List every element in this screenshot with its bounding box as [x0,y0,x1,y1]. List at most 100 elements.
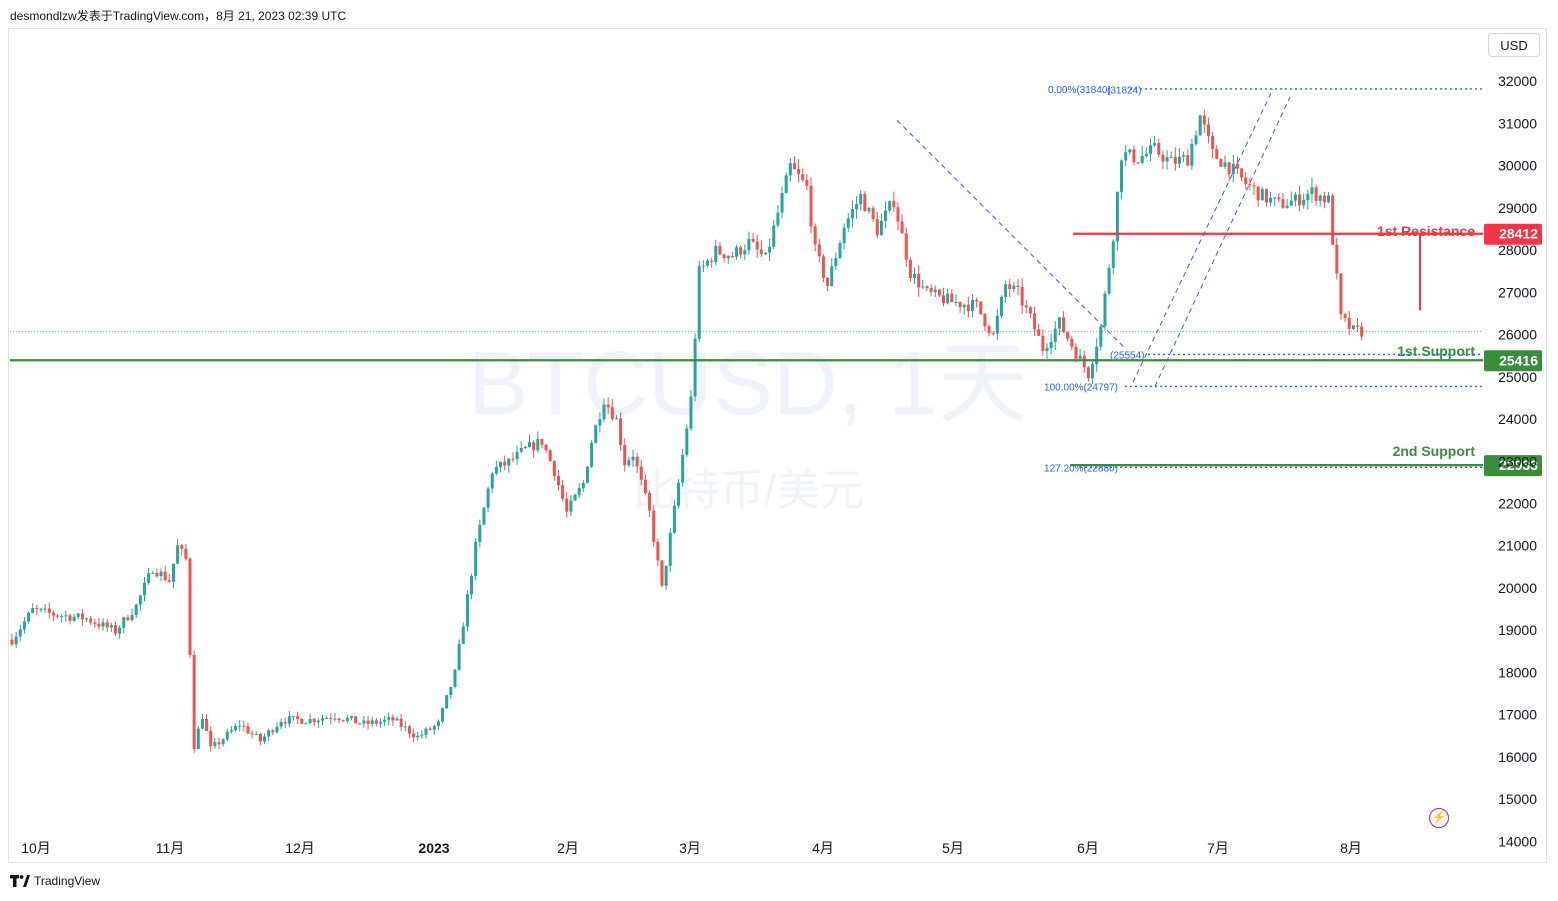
candle-body [540,438,544,445]
candle [846,213,850,232]
time-tick-label: 2023 [418,840,449,856]
candle [1194,130,1198,146]
candle [1086,366,1090,382]
candle-body [585,466,589,483]
candle-body [441,708,445,722]
candle [1351,325,1355,331]
candle-body [10,639,14,645]
lightning-icon[interactable]: ⚡ [1429,808,1449,828]
candle-body [556,475,560,486]
candle [904,227,908,267]
candle [1173,147,1177,171]
price-tick-label: 21000 [1498,538,1537,554]
candle-body [999,296,1003,316]
candle [1293,192,1297,207]
price-tick-label: 26000 [1498,327,1537,343]
tradingview-logo-icon [10,875,30,887]
candle [238,720,242,732]
candle-body [1062,317,1066,333]
candle [1078,348,1082,360]
candle-body [221,739,225,745]
candle-body [449,687,453,696]
candle-body [581,482,585,489]
time-tick-label: 6月 [1077,840,1099,856]
candle [1165,150,1169,170]
candle [250,730,254,739]
candle [867,207,871,214]
candle-body [1053,328,1057,343]
currency-button[interactable]: USD [1488,33,1540,57]
candle-body [312,718,316,723]
candle-body [838,243,842,259]
candle-body [797,169,801,175]
candle [577,483,581,499]
candle-body [89,618,93,623]
candle-body [403,726,407,728]
candle-body [246,726,250,734]
candle-body [383,719,387,722]
candle-body [358,723,362,725]
candle-body [569,500,573,512]
candle [999,295,1003,319]
candle-body [378,721,382,724]
candle-body [958,301,962,308]
candle-body [548,450,552,462]
candle [43,603,47,613]
candle [888,200,892,213]
candle [788,157,792,182]
candle-body [109,625,113,628]
candle [304,722,308,725]
candle [585,466,589,484]
candle [643,474,647,496]
candle-body [1103,293,1107,327]
candle-body [457,643,461,670]
candle-body [1289,200,1293,206]
support-resistance-levels: 1st Resistance 28412 1st Support 25416 2nd S… [10,223,1542,477]
candle [639,460,643,486]
candle [1120,159,1124,200]
candle [142,576,146,602]
candle [813,223,817,252]
candle-body [942,295,945,304]
candle-body [747,239,751,251]
candle-body [1057,317,1061,329]
candle [470,573,474,600]
candle [395,716,399,721]
candle-body [412,733,416,738]
candle-body [1298,194,1302,206]
candle-body [453,669,457,688]
candle [217,738,221,750]
candle [109,622,113,632]
candle [528,434,531,448]
candle [747,231,751,255]
candle-body [64,615,68,617]
candle-body [263,736,267,742]
candle [552,460,556,481]
candle-body [27,612,31,622]
candle-body [842,227,846,244]
candlestick-series [10,109,1364,753]
candle-body [1082,355,1086,368]
candle [983,313,987,331]
candle [619,412,623,452]
candle-body [407,726,411,734]
candle-body [863,194,867,212]
candle [474,538,478,581]
candle-body [1086,367,1090,379]
candle [225,728,229,742]
price-tick-label: 27000 [1498,284,1537,300]
candle [1289,191,1293,206]
candle [573,493,577,501]
candle [271,728,275,736]
candle-body [184,548,188,559]
candle-body [1074,346,1078,359]
candle [383,716,387,726]
candle-body [826,277,830,286]
candle-body [788,163,792,176]
candle [1095,338,1099,372]
candle-body [1107,267,1111,294]
candle-body [126,617,130,621]
level-label: 1st Resistance [1377,223,1475,239]
candle [246,722,250,735]
